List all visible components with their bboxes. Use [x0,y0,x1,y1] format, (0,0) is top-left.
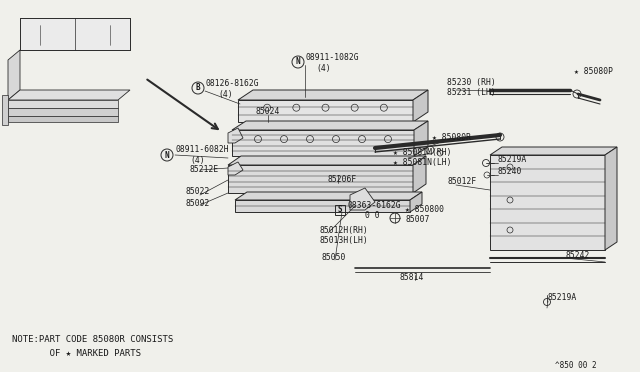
Polygon shape [8,100,118,108]
Polygon shape [232,130,414,156]
Text: N: N [164,151,170,160]
Text: (4): (4) [316,64,331,73]
Text: 08911-1082G: 08911-1082G [306,54,360,62]
Polygon shape [228,156,426,165]
Polygon shape [8,108,118,116]
Text: N: N [296,58,300,67]
Text: 85230 (RH): 85230 (RH) [447,77,496,87]
Text: 85212E: 85212E [190,166,220,174]
Text: (4): (4) [190,155,205,164]
Text: 85007: 85007 [405,215,429,224]
Polygon shape [232,121,428,130]
Polygon shape [235,200,410,212]
Text: 85050: 85050 [322,253,346,263]
Text: (4): (4) [218,90,232,99]
Polygon shape [228,162,243,175]
Polygon shape [235,192,422,200]
Text: 85013H(LH): 85013H(LH) [320,235,369,244]
Polygon shape [8,50,20,100]
Text: 85022: 85022 [185,187,209,196]
Polygon shape [8,90,130,100]
Text: ★ 85080R: ★ 85080R [432,134,471,142]
Text: 85012H(RH): 85012H(RH) [320,225,369,234]
Text: 85231 (LH): 85231 (LH) [447,87,496,96]
Polygon shape [8,116,118,122]
Polygon shape [350,188,375,210]
Text: 0 0: 0 0 [365,212,380,221]
Text: ★ 85080P: ★ 85080P [574,67,613,77]
Text: 85242: 85242 [565,250,589,260]
Text: 08363-6162G: 08363-6162G [348,202,402,211]
Polygon shape [490,155,605,250]
Text: 85024: 85024 [255,108,280,116]
Text: 85219A: 85219A [498,155,527,164]
Polygon shape [238,90,428,100]
Polygon shape [228,128,243,143]
Polygon shape [414,121,428,156]
Text: 85092: 85092 [185,199,209,208]
Text: 85012F: 85012F [447,177,476,186]
Polygon shape [490,147,617,155]
Polygon shape [605,147,617,250]
Polygon shape [238,100,413,122]
Polygon shape [410,192,422,212]
Text: 85206F: 85206F [328,176,357,185]
Text: 85814: 85814 [400,273,424,282]
Polygon shape [20,18,130,50]
Text: ★ 85081M(RH): ★ 85081M(RH) [393,148,451,157]
Text: 08126-8162G: 08126-8162G [206,80,260,89]
Text: S: S [338,205,342,215]
Text: OF ★ MARKED PARTS: OF ★ MARKED PARTS [12,349,141,357]
Text: ★ 85081N(LH): ★ 85081N(LH) [393,157,451,167]
Text: 85219A: 85219A [548,294,577,302]
Text: ^850 00 2: ^850 00 2 [555,360,596,369]
Polygon shape [2,95,8,125]
Polygon shape [413,90,428,122]
Polygon shape [228,165,413,193]
Text: B: B [196,83,200,93]
Text: 85240: 85240 [498,167,522,176]
Text: ★ 850800: ★ 850800 [405,205,444,215]
Polygon shape [413,156,426,193]
Text: NOTE:PART CODE 85080R CONSISTS: NOTE:PART CODE 85080R CONSISTS [12,336,173,344]
Text: 08911-6082H: 08911-6082H [175,145,228,154]
